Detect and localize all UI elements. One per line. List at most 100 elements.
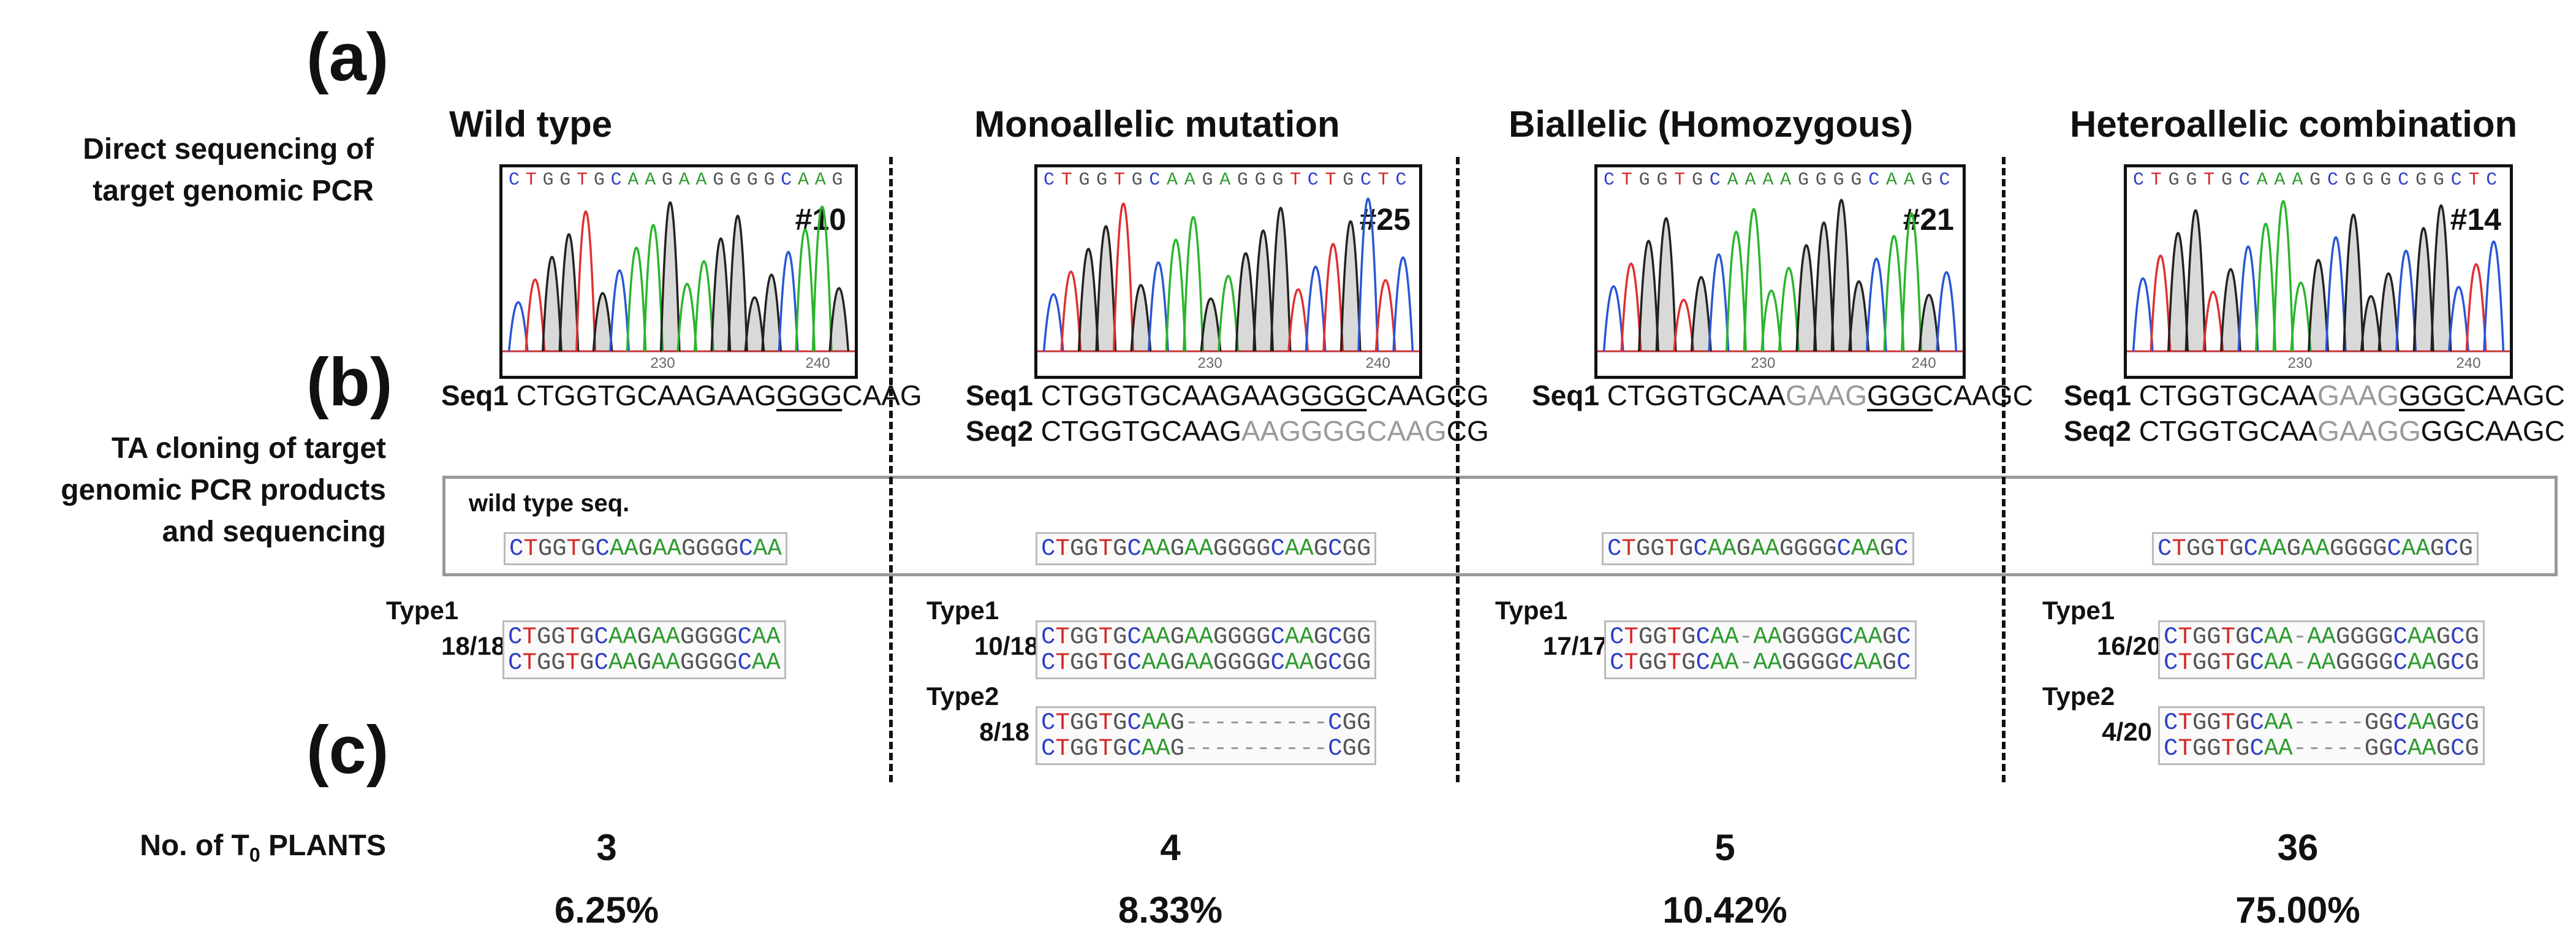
alignment-base: C (2450, 649, 2465, 676)
chromatogram-base: C (2398, 170, 2415, 191)
alignment-base: G (1069, 649, 1085, 676)
chromatogram-peak (1270, 207, 1292, 352)
chromatogram-peak (643, 224, 664, 352)
alignment-base: G (1069, 709, 1085, 736)
alignment-base: T (1098, 623, 1113, 650)
deleted-region: GAAGG (2317, 415, 2421, 447)
alignment-base: A (2263, 649, 2279, 676)
chromatogram-header: CTGGTGCAAAGCGGGCGGCTC (2133, 170, 2504, 191)
alignment-base: C (2249, 735, 2264, 762)
row-label-ta-cloning: TA cloning of target genomic PCR product… (0, 428, 386, 553)
alignment-row: CTGGTGCAAG----------CGG (1041, 710, 1371, 736)
row-label-line: genomic PCR products (61, 474, 386, 506)
alignment-base: - (1738, 623, 1754, 650)
alignment-base: A (1284, 649, 1300, 676)
alignment-base: G (2192, 623, 2207, 650)
alignment-base: A (1710, 649, 1725, 676)
alignment-base: G (552, 535, 567, 562)
chromatogram-base: A (1762, 170, 1781, 191)
alignment-base: G (2207, 709, 2221, 736)
alignment-base: A (623, 623, 637, 650)
chromatogram-base: G (2168, 170, 2186, 191)
alignment-base: T (1055, 709, 1070, 736)
chromatogram-base: C (1149, 170, 1167, 191)
chromatogram-base: T (1325, 170, 1343, 191)
alignment-base: G (2350, 623, 2365, 650)
alignment-base: A (651, 649, 666, 676)
deleted-region: G (2317, 379, 2339, 411)
alignment-base: G (1170, 735, 1185, 762)
alignment-base: G (2335, 649, 2351, 676)
alignment-base: T (2221, 649, 2236, 676)
alignment-base: G (1227, 623, 1242, 650)
panel-label-a: (a) (306, 20, 389, 95)
chromatogram-base: A (814, 170, 832, 191)
chromatogram-peak (1147, 261, 1169, 352)
alignment-base: - (1270, 709, 1285, 736)
chromatogram-base: C (1044, 170, 1061, 191)
chromatogram-base: A (1886, 170, 1904, 191)
alignment-base: C (1041, 535, 1056, 562)
alignment-base: A (1284, 623, 1300, 650)
alignment-base: G (2430, 535, 2445, 562)
column-title: Heteroallelic combination (2070, 104, 2518, 145)
chromatogram: CTGGTGCAAGAAGGGGCAAG #10 230 240 (499, 164, 858, 379)
chromatogram-peak (1760, 289, 1782, 352)
chromatogram-base: G (593, 170, 611, 191)
alignment-base: G (1796, 649, 1811, 676)
alignment-base: C (594, 649, 608, 676)
alignment-base: A (1156, 709, 1170, 736)
plants-label-suffix: PLANTS (260, 829, 386, 862)
column-divider (1456, 157, 1460, 782)
alignment-base: T (1055, 623, 1070, 650)
type-count: 16/20 (2097, 631, 2162, 660)
chromatogram-peak (2184, 209, 2207, 352)
plant-percentage: 75.00% (2235, 890, 2360, 931)
alignment-base: G (2458, 535, 2473, 562)
chromatogram-peak (2150, 254, 2172, 352)
chromatogram-peak (1305, 265, 1327, 352)
chromatogram-trace (1037, 197, 1419, 353)
alignment-base: G (2364, 649, 2379, 676)
alignment-base: A (1724, 623, 1739, 650)
chromatogram-peak (2290, 281, 2312, 352)
alignment-base: - (1227, 735, 1242, 762)
chromatogram-tag: #25 (1359, 202, 1411, 237)
alignment-base: G (1084, 735, 1099, 762)
chromatogram-trace (2127, 200, 2510, 353)
alignment-base: T (522, 649, 537, 676)
chromatogram-peak (1200, 297, 1222, 352)
alignment-base: G (580, 649, 594, 676)
alignment-base: G (1342, 735, 1357, 762)
alignment-base: G (1882, 649, 1897, 676)
chromatogram-tick: 230 (1751, 355, 1776, 372)
alignment-base: G (1227, 649, 1242, 676)
chromatogram-base: C (610, 170, 628, 191)
chromatogram-peak (1077, 248, 1099, 352)
sequence-prefix: CTGGTGCAAGAAG (516, 379, 776, 411)
chromatogram-base: C (2486, 170, 2504, 191)
alignment-base: C (1127, 735, 1142, 762)
wild-type-sequence: CTGGTGCAAGAAGGGGCAA (504, 532, 787, 565)
chromatogram-peak (1708, 253, 1730, 352)
alignment-base: A (2415, 535, 2430, 562)
alignment-row: CTGGTGCAAGAAGGGGCAAGCGG (1041, 624, 1371, 650)
alignment-base: G (1794, 535, 1808, 562)
chromatogram-base: T (2150, 170, 2169, 191)
alignment-base: C (595, 535, 610, 562)
chromatogram-peak (1042, 293, 1064, 352)
alignment-base: G (1069, 535, 1085, 562)
alignment-base: G (1638, 623, 1653, 650)
pam-site: GGG (1867, 379, 1933, 411)
chromatogram-peak (811, 205, 833, 352)
plant-count: 3 (596, 827, 617, 868)
chromatogram-peak (1252, 229, 1274, 352)
chromatogram-base: G (1131, 170, 1150, 191)
alignment-row: CTGGTGCAA-AAGGGGCAAGCG (2164, 624, 2479, 650)
alignment-base: C (594, 623, 608, 650)
chromatogram-base: C (2450, 170, 2469, 191)
plant-percentage: 6.25% (554, 890, 659, 931)
type-alignment: CTGGTGCAA-----GGCAAGCG CTGGTGCAA-----GGCA… (2158, 706, 2485, 765)
alignment-row: CTGGTGCAA-AAGGGGCAAGC (1610, 624, 1911, 650)
chromatogram-base: G (559, 170, 577, 191)
